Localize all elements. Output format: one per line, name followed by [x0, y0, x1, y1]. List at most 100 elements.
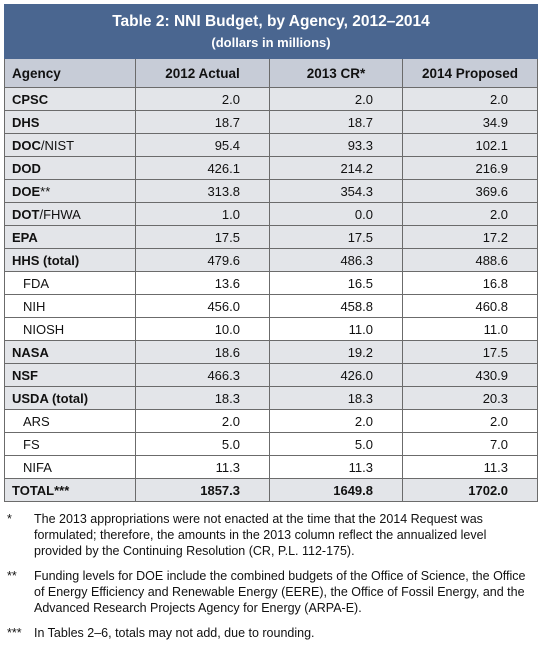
- agency-cell: FS: [4, 432, 136, 456]
- table-title: Table 2: NNI Budget, by Agency, 2012–201…: [112, 13, 430, 30]
- value-2014-proposed: 460.8: [401, 294, 539, 318]
- table-row: CPSC 2.0 2.0 2.0: [4, 87, 539, 111]
- agency-cell: CPSC: [4, 87, 136, 111]
- table-row: FS 5.0 5.0 7.0: [4, 432, 539, 456]
- value-2013-cr: 1649.8: [269, 478, 403, 502]
- table-row: DOT/FHWA 1.0 0.0 2.0: [4, 202, 539, 226]
- agency-cell: DOC/NIST: [4, 133, 136, 157]
- value-2013-cr: 18.3: [269, 386, 403, 410]
- value-2012-actual: 11.3: [135, 455, 270, 479]
- table-row: EPA 17.5 17.5 17.2: [4, 225, 539, 249]
- value-2012-actual: 426.1: [135, 156, 270, 180]
- value-2013-cr: 214.2: [269, 156, 403, 180]
- agency-cell: NIFA: [4, 455, 136, 479]
- table-row: DOD 426.1 214.2 216.9: [4, 156, 539, 180]
- value-2012-actual: 13.6: [135, 271, 270, 295]
- agency-cell: DOT/FHWA: [4, 202, 136, 226]
- agency-cell: TOTAL***: [4, 478, 136, 502]
- footnote-mark: ***: [7, 626, 22, 640]
- value-2012-actual: 18.6: [135, 340, 270, 364]
- value-2012-actual: 17.5: [135, 225, 270, 249]
- value-2014-proposed: 2.0: [401, 409, 539, 433]
- table-row: NIFA 11.3 11.3 11.3: [4, 455, 539, 479]
- value-2013-cr: 354.3: [269, 179, 403, 203]
- budget-table: Table 2: NNI Budget, by Agency, 2012–201…: [3, 4, 539, 502]
- value-2014-proposed: 16.8: [401, 271, 539, 295]
- agency-cell: NIOSH: [4, 317, 136, 341]
- value-2013-cr: 2.0: [269, 409, 403, 433]
- footnote: * The 2013 appropriations were not enacte…: [4, 511, 537, 559]
- agency-name-bold: DOT: [12, 206, 40, 222]
- agency-name-suffix: ***: [54, 482, 70, 498]
- agency-name-suffix: ARS: [23, 413, 50, 429]
- agency-name-suffix: /NIST: [40, 137, 75, 153]
- table-row: ARS 2.0 2.0 2.0: [4, 409, 539, 433]
- agency-name-suffix: /FHWA: [39, 206, 81, 222]
- table-row: HHS (total) 479.6 486.3 488.6: [4, 248, 539, 272]
- value-2013-cr: 486.3: [269, 248, 403, 272]
- footnote-text: Funding levels for DOE include the combi…: [34, 569, 526, 615]
- footnote-mark: **: [7, 569, 17, 583]
- agency-name-bold: DOE: [12, 183, 41, 199]
- value-2014-proposed: 102.1: [401, 133, 539, 157]
- value-2012-actual: 95.4: [135, 133, 270, 157]
- column-header-2012-actual: 2012 Actual: [135, 58, 270, 88]
- value-2012-actual: 2.0: [135, 87, 270, 111]
- value-2012-actual: 1.0: [135, 202, 270, 226]
- agency-name-bold: DOD: [12, 160, 41, 176]
- agency-name-bold: TOTAL: [12, 482, 55, 498]
- table-subtitle: (dollars in millions): [211, 35, 331, 50]
- column-header-2013-cr: 2013 CR*: [269, 58, 403, 88]
- value-2014-proposed: 17.5: [401, 340, 539, 364]
- column-header-agency: Agency: [4, 58, 136, 88]
- budget-document: Table 2: NNI Budget, by Agency, 2012–201…: [3, 4, 539, 650]
- agency-name-suffix: FS: [23, 436, 40, 452]
- value-2014-proposed: 7.0: [401, 432, 539, 456]
- footnote-mark: *: [7, 512, 12, 526]
- value-2013-cr: 19.2: [269, 340, 403, 364]
- value-2014-proposed: 2.0: [401, 87, 539, 111]
- table-body: CPSC 2.0 2.0 2.0 DHS 18.7 18.7 34.9 DOC/NIST 95.4…: [4, 87, 539, 502]
- value-2012-actual: 466.3: [135, 363, 270, 387]
- agency-cell: DOD: [4, 156, 136, 180]
- footnote-text: The 2013 appropriations were not enacted…: [34, 512, 487, 558]
- footnote-text: In Tables 2–6, totals may not add, due t…: [34, 626, 315, 640]
- agency-name-bold: EPA: [12, 229, 38, 245]
- agency-name-suffix: NIOSH: [23, 321, 65, 337]
- agency-name-suffix: NIH: [23, 298, 46, 314]
- agency-cell: NASA: [4, 340, 136, 364]
- value-2014-proposed: 2.0: [401, 202, 539, 226]
- agency-cell: NSF: [4, 363, 136, 387]
- agency-name-bold: DHS: [12, 114, 40, 130]
- table-row: DOC/NIST 95.4 93.3 102.1: [4, 133, 539, 157]
- value-2013-cr: 11.3: [269, 455, 403, 479]
- footnote: ** Funding levels for DOE include the com…: [4, 568, 537, 616]
- total-row: TOTAL*** 1857.3 1649.8 1702.0: [4, 478, 539, 502]
- value-2012-actual: 2.0: [135, 409, 270, 433]
- value-2013-cr: 17.5: [269, 225, 403, 249]
- value-2014-proposed: 430.9: [401, 363, 539, 387]
- value-2013-cr: 16.5: [269, 271, 403, 295]
- agency-name-suffix: NIFA: [23, 459, 52, 475]
- value-2012-actual: 10.0: [135, 317, 270, 341]
- agency-name-bold: NSF: [12, 367, 38, 383]
- table-row: DOE** 313.8 354.3 369.6: [4, 179, 539, 203]
- value-2013-cr: 426.0: [269, 363, 403, 387]
- table-row: NASA 18.6 19.2 17.5: [4, 340, 539, 364]
- value-2012-actual: 18.3: [135, 386, 270, 410]
- column-header-2014-proposed: 2014 Proposed: [401, 58, 539, 88]
- agency-cell: NIH: [4, 294, 136, 318]
- agency-cell: HHS (total): [4, 248, 136, 272]
- value-2012-actual: 5.0: [135, 432, 270, 456]
- table-row: NIH 456.0 458.8 460.8: [4, 294, 539, 318]
- value-2014-proposed: 11.0: [401, 317, 539, 341]
- table-header-row: Agency 2012 Actual 2013 CR* 2014 Propose…: [4, 58, 539, 88]
- value-2014-proposed: 17.2: [401, 225, 539, 249]
- value-2014-proposed: 20.3: [401, 386, 539, 410]
- value-2013-cr: 0.0: [269, 202, 403, 226]
- footnotes: * The 2013 appropriations were not enacte…: [4, 511, 537, 641]
- value-2013-cr: 18.7: [269, 110, 403, 134]
- agency-name-suffix: **: [40, 183, 51, 199]
- value-2012-actual: 479.6: [135, 248, 270, 272]
- agency-cell: EPA: [4, 225, 136, 249]
